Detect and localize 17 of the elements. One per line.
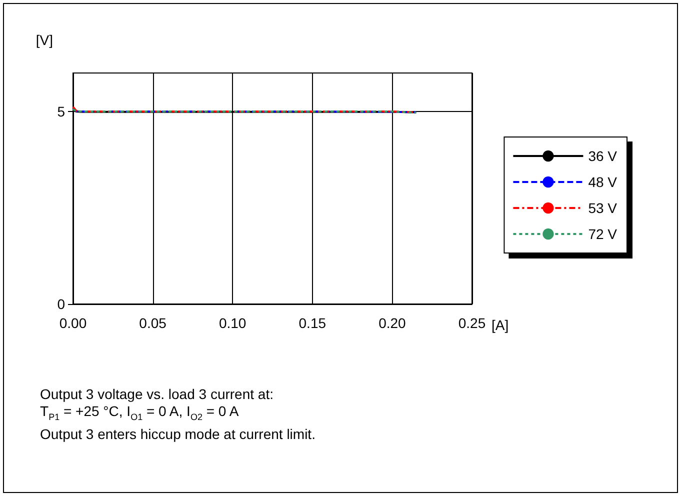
y-tick-label: 0 [57,296,66,312]
text: Output 3 enters hiccup mode at current limit. [40,426,316,443]
x-tick-label: 0.10 [218,315,246,331]
legend-label: 72 V [588,226,618,242]
legend-label: 53 V [588,200,618,216]
x-axis-title: [A] [492,317,509,333]
x-tick-label: 0.25 [458,315,486,331]
text: T$_{P1}$ = +25 °C, I$_{O1}$ = 0 A, I$_{O2}$ = 0 A [40,403,240,424]
x-tick-label: 0.00 [59,315,87,331]
y-tick-label: 5 [57,104,66,120]
legend-label: 48 V [588,174,618,190]
legend-label: 36 V [588,148,618,164]
x-tick-label: 0.05 [139,315,167,331]
x-tick-label: 0.20 [378,315,406,331]
y-axis-title: [V] [36,32,53,48]
text: Output 3 voltage vs. load 3 current at: [40,386,274,403]
x-tick-label: 0.15 [298,315,326,331]
